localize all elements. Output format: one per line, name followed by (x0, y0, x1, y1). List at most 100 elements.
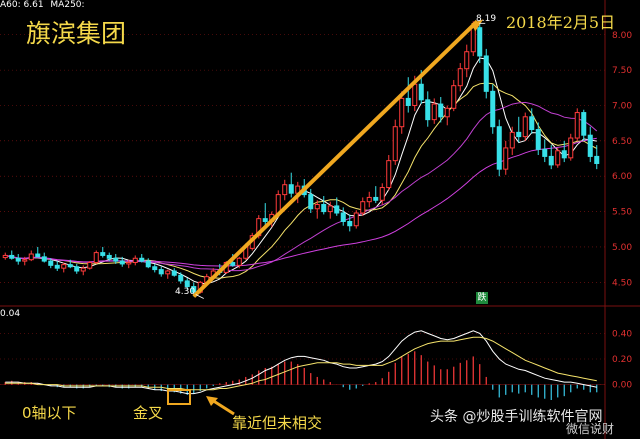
candle-body (100, 252, 106, 256)
candle-body (581, 112, 587, 136)
candle-body (574, 112, 580, 139)
candle-body (412, 83, 418, 106)
candle-body (236, 257, 242, 266)
candle-body (171, 270, 177, 276)
chart-title: 旗滨集团 (26, 19, 127, 48)
candle-body (230, 262, 236, 266)
candle-body (496, 126, 502, 170)
candle-body (347, 220, 353, 227)
candle-body (15, 257, 21, 262)
candle-body (87, 262, 93, 269)
candle-body (561, 150, 567, 159)
candle-body (191, 286, 197, 293)
ma20-line (5, 101, 598, 272)
candle-body (54, 264, 60, 269)
candle-body (568, 137, 574, 159)
candle-body (262, 218, 268, 222)
candle-body (366, 196, 372, 203)
trend-arrow-head (471, 19, 484, 32)
candle-body (158, 269, 164, 275)
near-cross-arrow-head (206, 396, 218, 406)
candle-body (503, 147, 509, 170)
candle-body (477, 27, 483, 57)
ma-legend: A60: 6.61 MA250: (0, 0, 89, 10)
candle-body (542, 148, 548, 157)
candle-body (483, 55, 489, 92)
candle-body (418, 83, 424, 101)
candle-body (48, 260, 54, 266)
date-annotation: 2018年2月5日 (506, 13, 616, 32)
candle-body (327, 205, 333, 213)
candle-body (282, 184, 288, 196)
candle-body (334, 205, 340, 214)
candle-body (165, 270, 171, 275)
candle-body (490, 90, 496, 128)
price-tick-label: 5.00 (612, 243, 632, 253)
candle-body (353, 212, 359, 227)
candle-body (373, 196, 379, 201)
candle-body (587, 134, 593, 157)
sell-signal-badge: 跌 (476, 292, 488, 304)
price-tick-label: 7.50 (612, 66, 632, 76)
candle-body (594, 155, 600, 164)
candle-body (464, 51, 470, 70)
candle-body (438, 103, 444, 118)
candle-body (93, 252, 99, 264)
candle-body (470, 27, 476, 53)
golden-cross-annotation: 金叉 (133, 404, 164, 422)
candle-body (178, 274, 184, 282)
candle-body (392, 126, 398, 162)
candle-body (132, 257, 138, 264)
candle-body (314, 204, 320, 210)
candle-body (379, 187, 385, 201)
candle-body (340, 212, 346, 222)
candle-body (308, 194, 314, 210)
trend-arrow-line (192, 19, 479, 298)
low-price-label: 4.30 (175, 287, 196, 297)
price-tick-label: 7.00 (612, 101, 632, 111)
candle-body (113, 257, 119, 262)
candle-body (535, 129, 541, 150)
price-tick-label: 5.50 (612, 208, 632, 218)
ma10-line (5, 82, 598, 279)
candle-body (80, 267, 86, 272)
candle-body (360, 201, 366, 214)
candle-body (321, 204, 327, 213)
candle-body (2, 254, 8, 259)
candle-body (152, 266, 158, 271)
corner-watermark: 微信说财 (566, 422, 615, 436)
candle-body (444, 107, 450, 118)
macd-tick-label: 0.40 (612, 329, 632, 339)
candle-body (106, 254, 112, 259)
near-cross-arrow-line (211, 398, 235, 416)
low-marker (195, 294, 204, 299)
ma250-legend: MA250: (50, 0, 85, 10)
candle-body (9, 254, 15, 259)
candle-body (516, 131, 522, 138)
candle-body (555, 150, 561, 166)
ma5-line (5, 57, 597, 285)
price-tick-label: 6.50 (612, 137, 632, 147)
candle-body (405, 97, 411, 106)
candle-body (28, 253, 34, 261)
macd-legend: 0.04 (0, 309, 21, 319)
candle-body (288, 184, 294, 194)
candle-body (451, 85, 457, 109)
candle-body (61, 264, 67, 269)
macd-dea-line (5, 336, 597, 391)
candle-body (139, 257, 145, 262)
candle-body (74, 266, 80, 272)
candle-body (41, 256, 47, 262)
candle-body (386, 160, 392, 189)
price-tick-label: 4.50 (612, 278, 632, 288)
candle-body (431, 103, 437, 121)
candle-body (67, 264, 73, 268)
macd-tick-label: 0.00 (612, 381, 632, 391)
macd-tick-label: 0.20 (612, 355, 632, 365)
candle-body (509, 131, 515, 149)
ma60-legend: A60: 6.61 (0, 0, 44, 10)
macd-dif-line (5, 330, 597, 395)
below-zero-annotation: 0轴以下 (22, 404, 77, 422)
